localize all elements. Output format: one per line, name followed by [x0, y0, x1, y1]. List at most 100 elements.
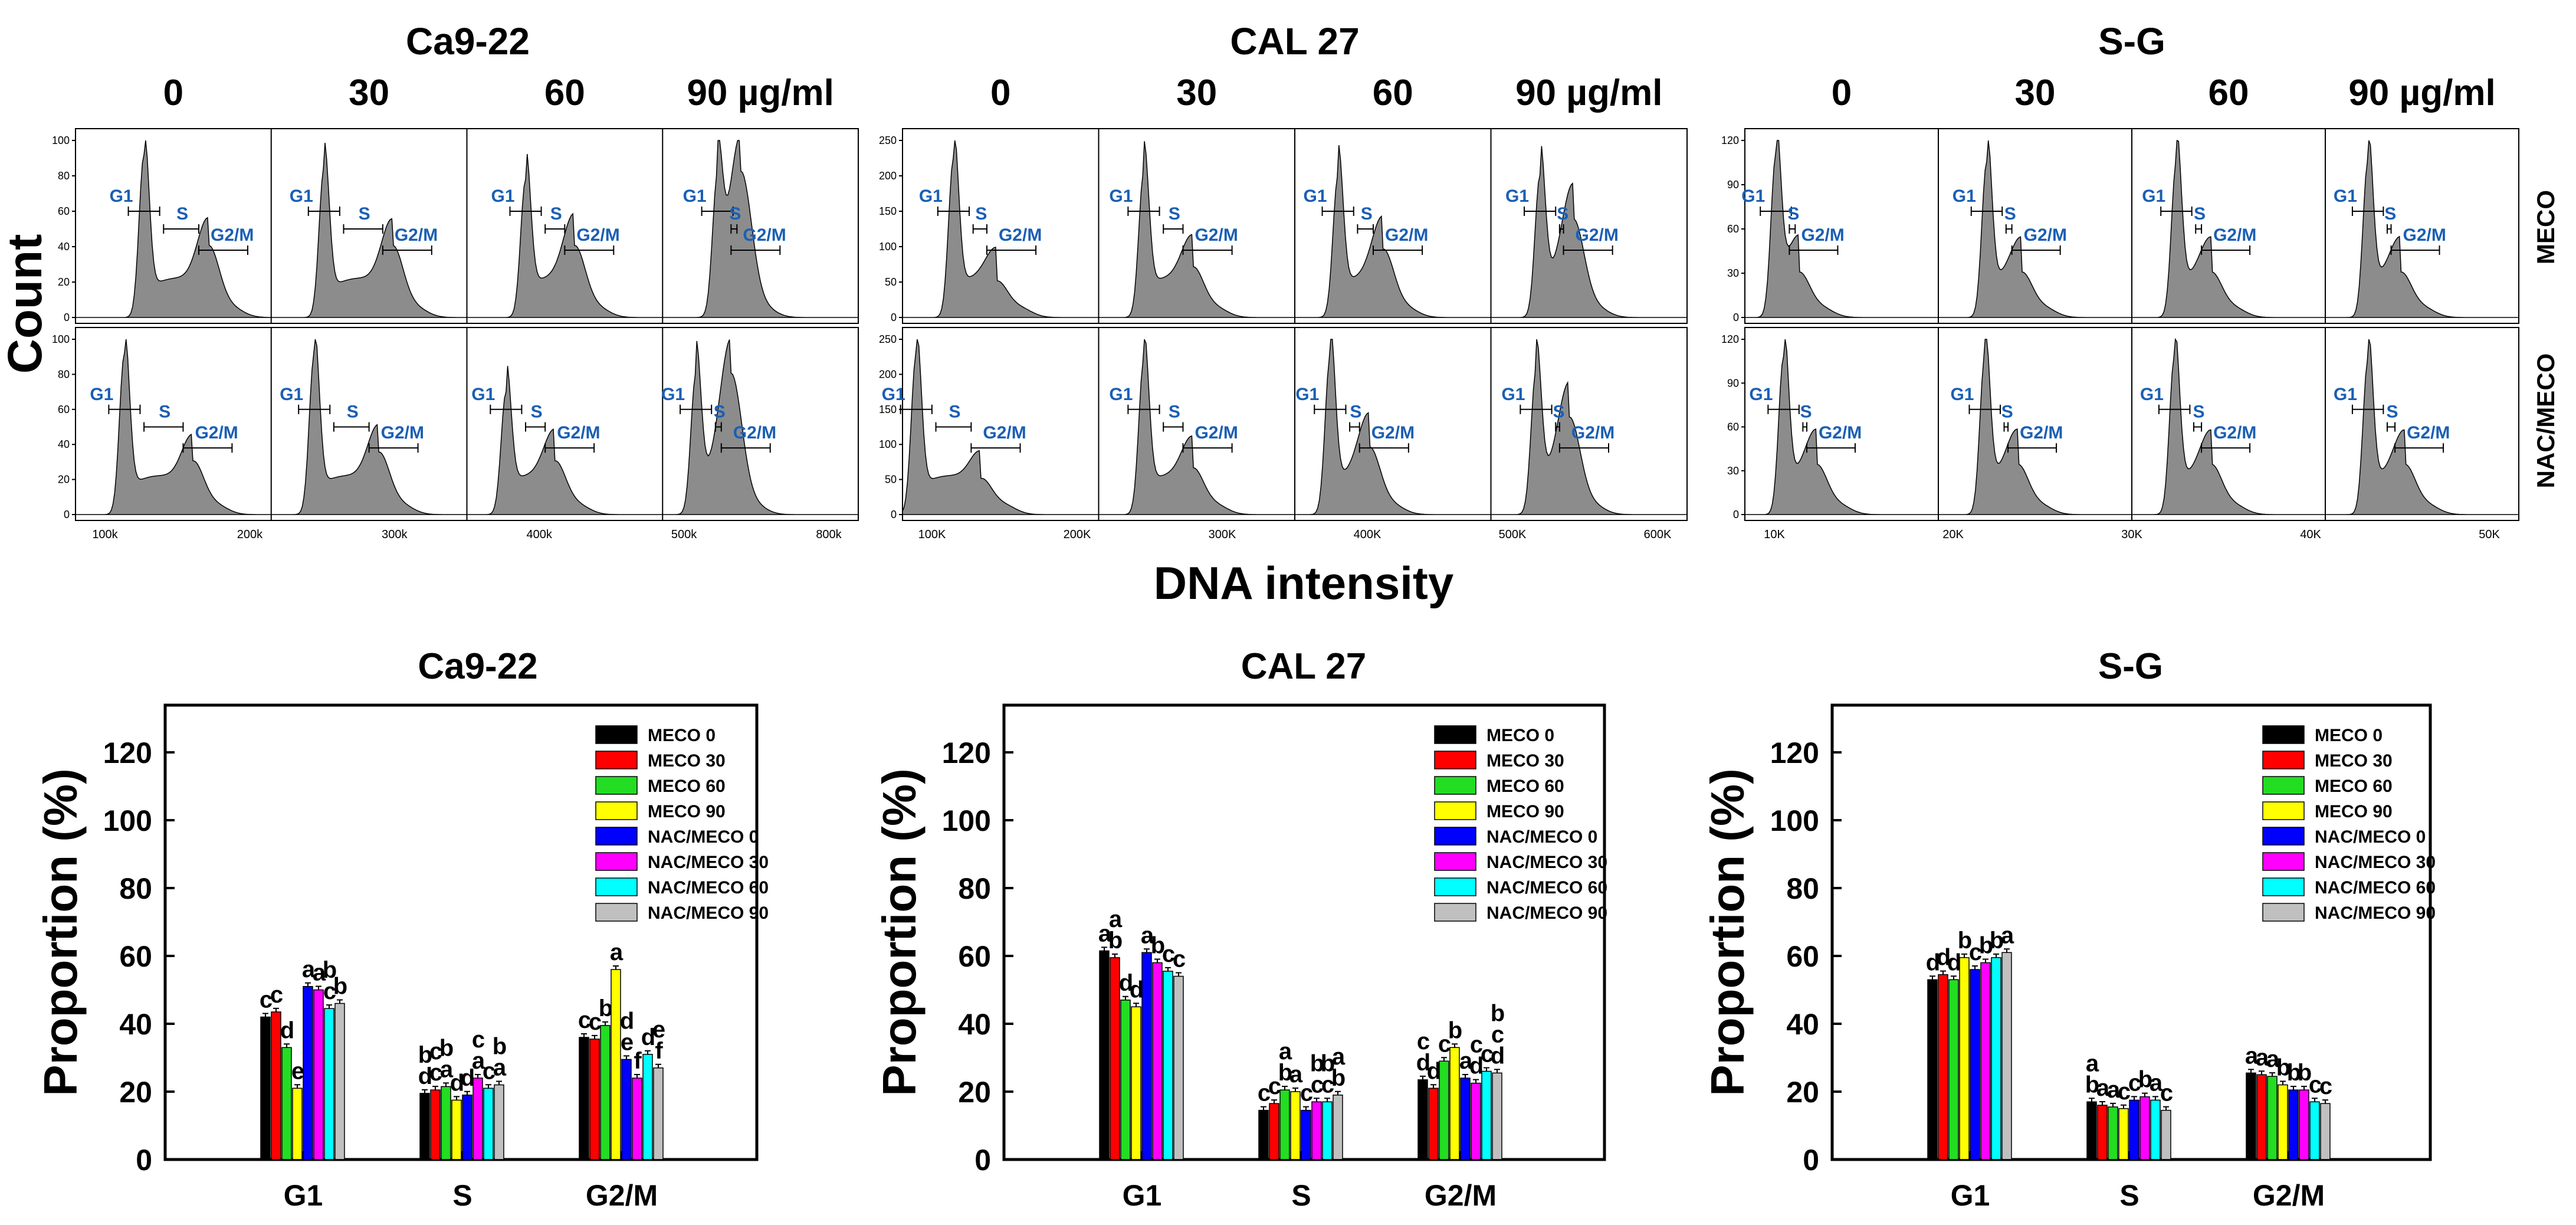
gate-label: S — [1557, 204, 1568, 224]
gate-label: G1 — [1741, 186, 1765, 206]
legend-label: NAC/MECO 0 — [1486, 827, 1597, 847]
y-tick-label: 100 — [52, 333, 70, 345]
category-label: S — [2119, 1179, 2139, 1212]
significance-letter: d — [1491, 1043, 1505, 1069]
significance-letter: a — [2266, 1046, 2280, 1072]
bar — [600, 1025, 611, 1160]
legend-swatch — [595, 827, 638, 846]
legend-swatch — [595, 776, 638, 795]
legend-label: NAC/MECO 60 — [2315, 878, 2436, 898]
y-tick-label: 60 — [958, 940, 991, 973]
gate-label: G2/M — [2213, 423, 2256, 443]
gate-label: G1 — [1505, 186, 1529, 206]
histogram-curve — [2325, 140, 2519, 318]
y-tick-label: 30 — [1727, 465, 1739, 477]
significance-letter: b — [1310, 1050, 1324, 1076]
significance-letter: b — [1448, 1017, 1462, 1043]
gate-label: S — [714, 402, 726, 422]
significance-letter: b — [1321, 1050, 1335, 1076]
gate-label: G1 — [2334, 385, 2357, 404]
y-tick-label: 120 — [1721, 135, 1739, 146]
dose-label: 0 — [1832, 73, 1852, 113]
bar — [2309, 1101, 2320, 1160]
y-tick-label: 20 — [58, 276, 70, 288]
bar — [1959, 957, 1970, 1160]
gate-label: S — [176, 204, 188, 224]
y-tick-label: 60 — [58, 404, 70, 415]
y-tick-label: 90 — [1727, 179, 1739, 191]
bar — [1439, 1060, 1449, 1160]
x-tick-label: 100k — [92, 528, 118, 541]
gate-label: S — [2193, 402, 2205, 422]
gate-label: S — [2001, 402, 2013, 422]
dose-label: 60 — [2209, 73, 2249, 113]
y-tick-label: 20 — [119, 1076, 152, 1109]
y-tick-label: 80 — [58, 170, 70, 182]
y-tick-label: 200 — [879, 368, 897, 380]
bar — [1492, 1072, 1502, 1160]
significance-letter: a — [2150, 1070, 2163, 1096]
significance-letter: c — [483, 1058, 495, 1084]
dose-label: 60 — [1373, 73, 1413, 113]
gate-label: S — [729, 204, 741, 224]
bar — [1131, 1006, 1141, 1160]
significance-letter: c — [1268, 1073, 1281, 1099]
significance-letter: b — [2085, 1072, 2099, 1098]
significance-letter: c — [1258, 1080, 1271, 1106]
bar — [1173, 975, 1184, 1160]
dose-label: 30 — [2015, 73, 2056, 113]
gate-label: G1 — [1109, 186, 1133, 206]
legend-label: MECO 0 — [2315, 726, 2383, 745]
histogram-curve — [76, 140, 273, 318]
significance-letter: a — [1289, 1062, 1303, 1088]
dose-label: 90 µg/ml — [2348, 73, 2495, 113]
row-label-nac-meco: NAC/MECO — [2532, 353, 2559, 489]
significance-letter: c — [270, 982, 283, 1008]
y-tick-label: 80 — [958, 872, 991, 905]
legend-label: MECO 60 — [2315, 777, 2393, 796]
bar — [2150, 1099, 2161, 1160]
bar — [2161, 1109, 2171, 1160]
significance-letter: d — [1427, 1058, 1441, 1084]
histogram-panel-2: CAL 27 0 30 60 90 µg/ml 0 50 100 150 200 250 G1 S G2/… — [879, 20, 1688, 541]
histogram-curve — [902, 339, 1099, 515]
gate-label: S — [1800, 402, 1812, 422]
y-tick-label: 120 — [103, 736, 152, 769]
legend-label: MECO 60 — [1486, 777, 1564, 796]
y-tick-label: 20 — [1786, 1076, 1819, 1109]
y-tick-label: 40 — [119, 1008, 152, 1041]
bar — [2278, 1084, 2288, 1160]
significance-letter: c — [2118, 1079, 2131, 1105]
significance-letter: b — [2138, 1067, 2152, 1093]
histogram-panel-1: Ca9-220 30 60 90 µg/ml020406080100G1SG2/MG1… — [52, 20, 859, 541]
y-tick-label: 0 — [1733, 509, 1739, 520]
significance-letter: c — [472, 1027, 485, 1053]
gate-label: S — [1787, 204, 1799, 224]
gate-label: G1 — [110, 186, 133, 206]
gate-label: G2/M — [395, 225, 438, 245]
y-axis-label: Proportion (%) — [1701, 768, 1754, 1096]
gate-label: G2/M — [1801, 225, 1844, 245]
y-tick-label: 60 — [58, 205, 70, 217]
significance-letter: c — [260, 987, 273, 1013]
x-tick-label: 20K — [1942, 528, 1964, 541]
bar — [2086, 1101, 2097, 1160]
y-tick-label: 100 — [1770, 804, 1819, 837]
gate-label: G2/M — [1571, 423, 1614, 443]
bar — [260, 1016, 271, 1160]
significance-letter: b — [323, 957, 337, 983]
bar — [1333, 1095, 1343, 1160]
y-tick-label: 200 — [879, 170, 897, 182]
gate-label: G2/M — [733, 423, 776, 443]
gate-label: S — [531, 402, 543, 422]
histogram-curve — [467, 366, 663, 515]
bar — [653, 1067, 664, 1160]
bar — [313, 989, 324, 1160]
gate-label: G1 — [1952, 186, 1976, 206]
row-label-meco: MECO — [2532, 190, 2559, 264]
significance-letter: b — [1491, 1000, 1505, 1026]
significance-letter: f — [634, 1048, 642, 1074]
histogram-curve — [1295, 339, 1491, 515]
bar — [2108, 1106, 2118, 1160]
legend-label: MECO 30 — [648, 751, 726, 771]
